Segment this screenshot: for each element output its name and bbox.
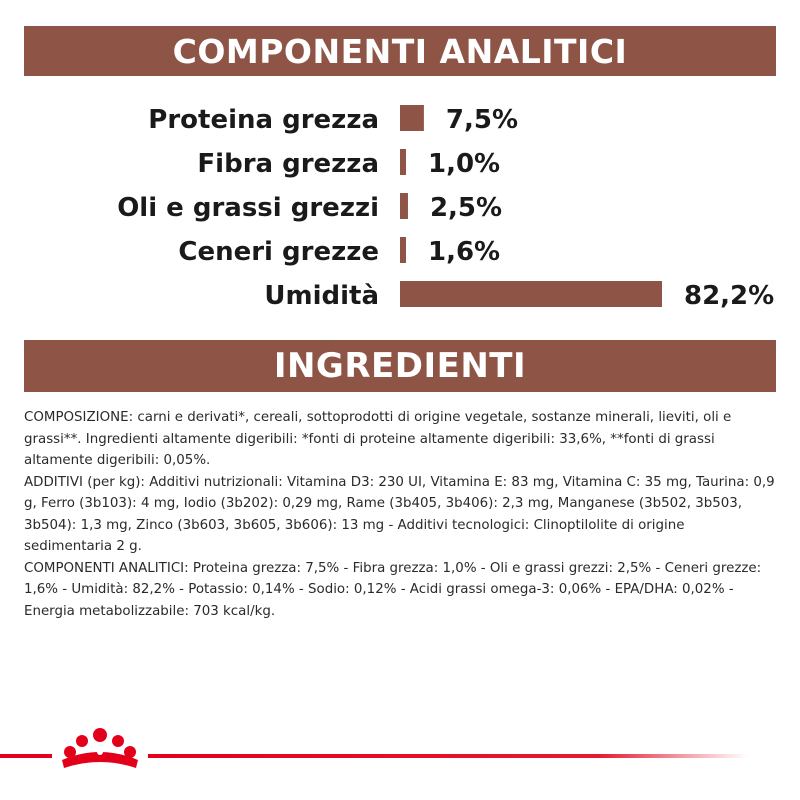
- analytic-components-header: COMPONENTI ANALITICI: [24, 26, 776, 76]
- analytic-components-paragraph: COMPONENTI ANALITICI: Proteina grezza: 7…: [24, 560, 762, 619]
- ingredients-header: INGREDIENTI: [24, 340, 776, 392]
- composition-paragraph: COMPOSIZIONE: carni e derivati*, cereali…: [24, 410, 732, 468]
- value-label: 2,5%: [430, 193, 502, 223]
- additives-paragraph: ADDITIVI (per kg): Additivi nutrizionali…: [24, 474, 775, 555]
- ingredients-text: COMPOSIZIONE: carni e derivati*, cereali…: [24, 407, 776, 622]
- category-label: Oli e grassi grezzi: [117, 193, 379, 223]
- category-label: Ceneri grezze: [178, 237, 379, 267]
- value-label: 1,0%: [428, 149, 500, 179]
- bar: [400, 149, 406, 175]
- crown-icon: [62, 728, 138, 768]
- analytic-components-title: COMPONENTI ANALITICI: [172, 31, 628, 71]
- bar: [400, 193, 408, 219]
- value-label: 1,6%: [428, 237, 500, 267]
- footer-line-right: [148, 754, 748, 758]
- category-label: Umidità: [264, 281, 379, 311]
- category-label: Proteina grezza: [148, 105, 379, 135]
- ingredients-title: INGREDIENTI: [273, 346, 527, 386]
- bar: [400, 281, 662, 307]
- bar: [400, 105, 424, 131]
- footer-line-left: [0, 754, 52, 758]
- bar: [400, 237, 406, 263]
- brand-footer: [0, 728, 748, 768]
- value-label: 7,5%: [446, 105, 518, 135]
- analytic-components-chart: Proteina grezza 7,5% Fibra grezza 1,0% Oli e…: [117, 105, 774, 311]
- category-label: Fibra grezza: [197, 149, 379, 179]
- value-label: 82,2%: [684, 281, 774, 311]
